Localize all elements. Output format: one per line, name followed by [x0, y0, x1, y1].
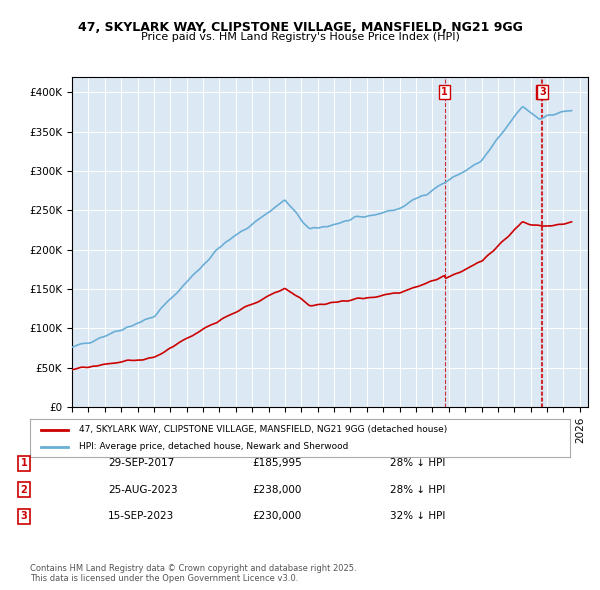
Text: HPI: Average price, detached house, Newark and Sherwood: HPI: Average price, detached house, Newa…	[79, 442, 348, 451]
Text: 15-SEP-2023: 15-SEP-2023	[108, 512, 174, 521]
Text: 3: 3	[20, 512, 28, 521]
Text: 47, SKYLARK WAY, CLIPSTONE VILLAGE, MANSFIELD, NG21 9GG: 47, SKYLARK WAY, CLIPSTONE VILLAGE, MANS…	[77, 21, 523, 34]
Text: 28% ↓ HPI: 28% ↓ HPI	[390, 485, 445, 494]
Text: 1: 1	[20, 458, 28, 468]
Text: 1: 1	[441, 87, 448, 97]
Text: 28% ↓ HPI: 28% ↓ HPI	[390, 458, 445, 468]
Text: 25-AUG-2023: 25-AUG-2023	[108, 485, 178, 494]
Text: 29-SEP-2017: 29-SEP-2017	[108, 458, 174, 468]
Text: Contains HM Land Registry data © Crown copyright and database right 2025.
This d: Contains HM Land Registry data © Crown c…	[30, 563, 356, 583]
Text: 32% ↓ HPI: 32% ↓ HPI	[390, 512, 445, 521]
Text: 3: 3	[539, 87, 545, 97]
Text: £238,000: £238,000	[252, 485, 301, 494]
Text: £230,000: £230,000	[252, 512, 301, 521]
Text: 2: 2	[538, 87, 545, 97]
Text: Price paid vs. HM Land Registry's House Price Index (HPI): Price paid vs. HM Land Registry's House …	[140, 32, 460, 42]
Text: 47, SKYLARK WAY, CLIPSTONE VILLAGE, MANSFIELD, NG21 9GG (detached house): 47, SKYLARK WAY, CLIPSTONE VILLAGE, MANS…	[79, 425, 447, 434]
Text: £185,995: £185,995	[252, 458, 302, 468]
Text: 2: 2	[20, 485, 28, 494]
